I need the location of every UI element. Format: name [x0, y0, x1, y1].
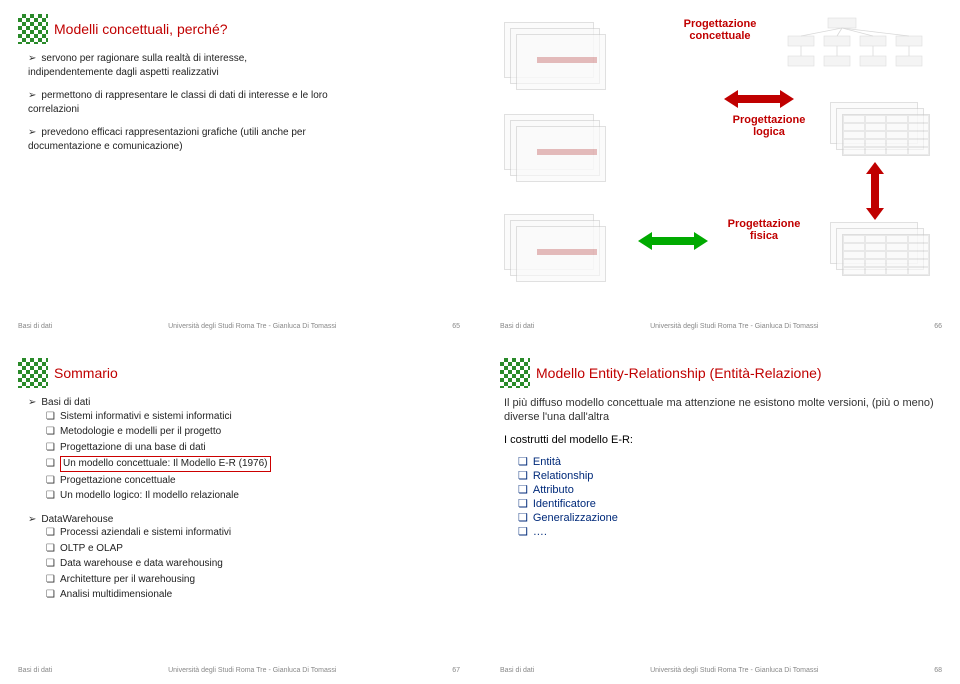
sub-item: OLTP e OLAP	[46, 542, 460, 556]
paragraph: Il più diffuso modello concettuale ma at…	[504, 396, 938, 425]
label-logica: Progettazione logica	[724, 114, 814, 138]
sub-item: Un modello logico: Il modello relazional…	[46, 489, 460, 503]
flowchart-icon	[778, 16, 938, 80]
slide-header: Sommario	[18, 358, 460, 388]
slide-1: Modelli concettuali, perché? servono per…	[4, 4, 474, 336]
bullet-item: DataWarehouse Processi aziendali e siste…	[28, 513, 460, 602]
erd-ghost-icon	[504, 114, 614, 184]
erd-ghost-icon	[504, 214, 614, 284]
footer-mid: Università degli Studi Roma Tre - Gianlu…	[534, 323, 934, 330]
page-number: 68	[934, 667, 942, 674]
erd-ghost-icon	[504, 22, 614, 92]
slide-header: Modelli concettuali, perché?	[18, 14, 460, 44]
slide-title: Sommario	[54, 365, 118, 381]
list-item: Entità	[518, 455, 942, 468]
slide-footer: Basi di dati Università degli Studi Roma…	[500, 667, 942, 674]
slide-2: Progettazione concettuale Progettazione …	[486, 4, 956, 336]
checker-icon	[500, 358, 530, 388]
slide-footer: Basi di dati Università degli Studi Roma…	[500, 323, 942, 330]
sub-item: Metodologie e modelli per il progetto	[46, 425, 460, 439]
label-fisica: Progettazione fisica	[714, 218, 814, 242]
checker-icon	[18, 358, 48, 388]
list-item: Relationship	[518, 469, 942, 482]
footer-mid: Università degli Studi Roma Tre - Gianlu…	[534, 667, 934, 674]
table-ghost-icon	[830, 222, 940, 278]
bullet-item: prevedono efficaci rappresentazioni graf…	[28, 126, 328, 153]
page-number: 67	[452, 667, 460, 674]
list-item: Generalizzazione	[518, 511, 942, 524]
footer-mid: Università degli Studi Roma Tre - Gianlu…	[52, 667, 452, 674]
bullet-item: permettono di rappresentare le classi di…	[28, 89, 328, 116]
sub-item: Progettazione di una base di dati	[46, 441, 460, 455]
lead-text: I costrutti del modello E-R:	[504, 433, 938, 447]
bullet-item: servono per ragionare sulla realtà di in…	[28, 52, 328, 79]
list-item: ….	[518, 525, 942, 538]
outline-list: Basi di dati Sistemi informativi e siste…	[28, 396, 460, 602]
arrow-green-icon	[638, 232, 708, 253]
page: Modelli concettuali, perché? servono per…	[0, 0, 960, 684]
bullet-list: servono per ragionare sulla realtà di in…	[28, 52, 328, 153]
er-constructs-list: Entità Relationship Attributo Identifica…	[500, 455, 942, 538]
sub-item: Sistemi informativi e sistemi informatic…	[46, 410, 460, 424]
arrow-red-icon	[724, 90, 794, 111]
arrow-red-icon	[866, 162, 884, 223]
sub-item: Data warehouse e data warehousing	[46, 557, 460, 571]
slide-title: Modelli concettuali, perché?	[54, 21, 228, 37]
footer-mid: Università degli Studi Roma Tre - Gianlu…	[52, 323, 452, 330]
footer-left: Basi di dati	[500, 323, 534, 330]
slide-4: Modello Entity-Relationship (Entità-Rela…	[486, 348, 956, 680]
footer-left: Basi di dati	[500, 667, 534, 674]
sub-item: Architetture per il warehousing	[46, 573, 460, 587]
diagram-area: Progettazione concettuale Progettazione …	[500, 14, 942, 284]
label-concettuale: Progettazione concettuale	[670, 18, 770, 42]
slide-footer: Basi di dati Università degli Studi Roma…	[18, 323, 460, 330]
slide-footer: Basi di dati Università degli Studi Roma…	[18, 667, 460, 674]
sub-item: Processi aziendali e sistemi informativi	[46, 526, 460, 540]
footer-left: Basi di dati	[18, 323, 52, 330]
slide-3: Sommario Basi di dati Sistemi informativ…	[4, 348, 474, 680]
sub-list: Processi aziendali e sistemi informativi…	[28, 526, 460, 602]
slide-title: Modello Entity-Relationship (Entità-Rela…	[536, 365, 822, 381]
slide-header: Modello Entity-Relationship (Entità-Rela…	[500, 358, 942, 388]
sub-item: Progettazione concettuale	[46, 474, 460, 488]
list-item: Attributo	[518, 483, 942, 496]
sub-item-highlight: Un modello concettuale: Il Modello E-R (…	[46, 456, 460, 472]
table-ghost-icon	[830, 102, 940, 158]
footer-left: Basi di dati	[18, 667, 52, 674]
page-number: 66	[934, 323, 942, 330]
bullet-item: Basi di dati Sistemi informativi e siste…	[28, 396, 460, 503]
page-number: 65	[452, 323, 460, 330]
sub-item: Analisi multidimensionale	[46, 588, 460, 602]
checker-icon	[18, 14, 48, 44]
list-item: Identificatore	[518, 497, 942, 510]
sub-list: Sistemi informativi e sistemi informatic…	[28, 410, 460, 503]
